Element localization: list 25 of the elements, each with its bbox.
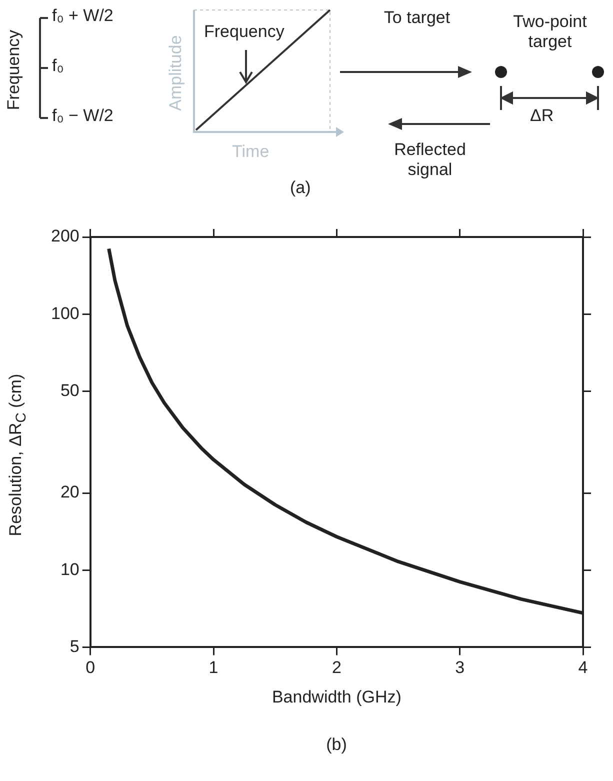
- y-tick-label: 10: [60, 560, 80, 579]
- text: f₀ − W/2: [52, 106, 114, 126]
- text: Time: [232, 142, 270, 162]
- y-tick-label: 5: [70, 636, 80, 656]
- text: (b): [325, 735, 348, 755]
- y-tick-label: 200: [50, 226, 80, 246]
- text: Amplitude: [166, 34, 186, 113]
- text: f₀ + W/2: [52, 6, 114, 26]
- y-tick-label: 100: [50, 304, 80, 323]
- text: To target: [382, 8, 452, 28]
- x-tick-label: 3: [455, 658, 465, 678]
- text: f₀: [52, 56, 64, 76]
- x-tick-label: 4: [578, 658, 588, 678]
- y-tick-label: 50: [60, 380, 80, 400]
- text: Reflected signal: [393, 140, 467, 180]
- y-tick-label: 20: [60, 482, 80, 502]
- text: Frequency: [4, 28, 24, 112]
- x-axis-title: Bandwidth (GHz): [272, 687, 402, 706]
- text: Frequency: [204, 22, 284, 42]
- x-tick-label: 1: [208, 658, 218, 678]
- x-tick-label: 0: [86, 658, 96, 678]
- text: Two-point target: [512, 12, 588, 52]
- x-tick-label: 2: [332, 658, 342, 678]
- text: ΔR: [530, 106, 554, 126]
- text: (a): [290, 178, 311, 198]
